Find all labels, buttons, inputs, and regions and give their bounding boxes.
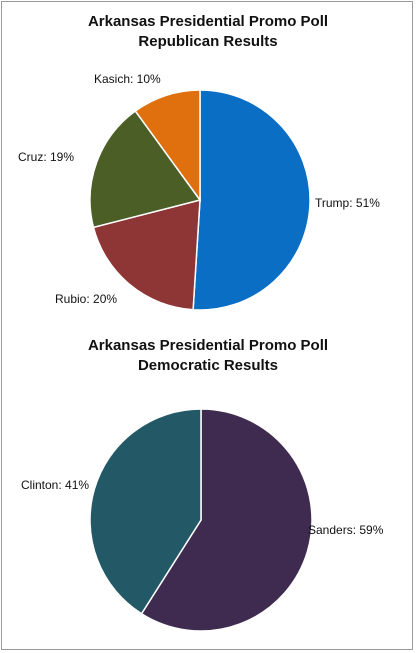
chart-title: Arkansas Presidential Promo Poll Republi…: [2, 12, 414, 52]
pie-slice-clinton: [89, 408, 202, 615]
republican-pie-chart: Arkansas Presidential Promo Poll Republi…: [2, 2, 414, 322]
chart-title: Arkansas Presidential Promo Poll Democra…: [2, 336, 414, 376]
pie-slice-rubio: [92, 199, 201, 311]
pie-slice-cruz: [89, 109, 202, 229]
pie-slice-kasich: [134, 89, 201, 203]
slice-label-trump: Trump: 51%: [315, 196, 380, 210]
republican-pie: Trump: 51% Rubio: 20% Cruz: 19% Kasich: 10%: [18, 72, 380, 311]
democratic-pie: Sanders: 59% Clinton: 41%: [21, 408, 384, 632]
slice-label-sanders: Sanders: 59%: [308, 523, 384, 537]
democratic-pie-chart: Arkansas Presidential Promo Poll Democra…: [2, 328, 414, 648]
chart-title-line-2: Republican Results: [138, 33, 278, 50]
pie-slice-sanders: [140, 408, 313, 632]
slice-label-kasich: Kasich: 10%: [94, 72, 161, 86]
chart-title-line-1: Arkansas Presidential Promo Poll: [87, 13, 329, 30]
chart-title-line-2: Democratic Results: [137, 357, 279, 374]
slice-label-rubio: Rubio: 20%: [55, 292, 117, 306]
pie-slice-trump: [192, 89, 311, 311]
slice-label-cruz: Cruz: 19%: [18, 150, 74, 164]
slice-label-clinton: Clinton: 41%: [21, 478, 89, 492]
chart-title-line-1: Arkansas Presidential Promo Poll: [87, 337, 329, 354]
